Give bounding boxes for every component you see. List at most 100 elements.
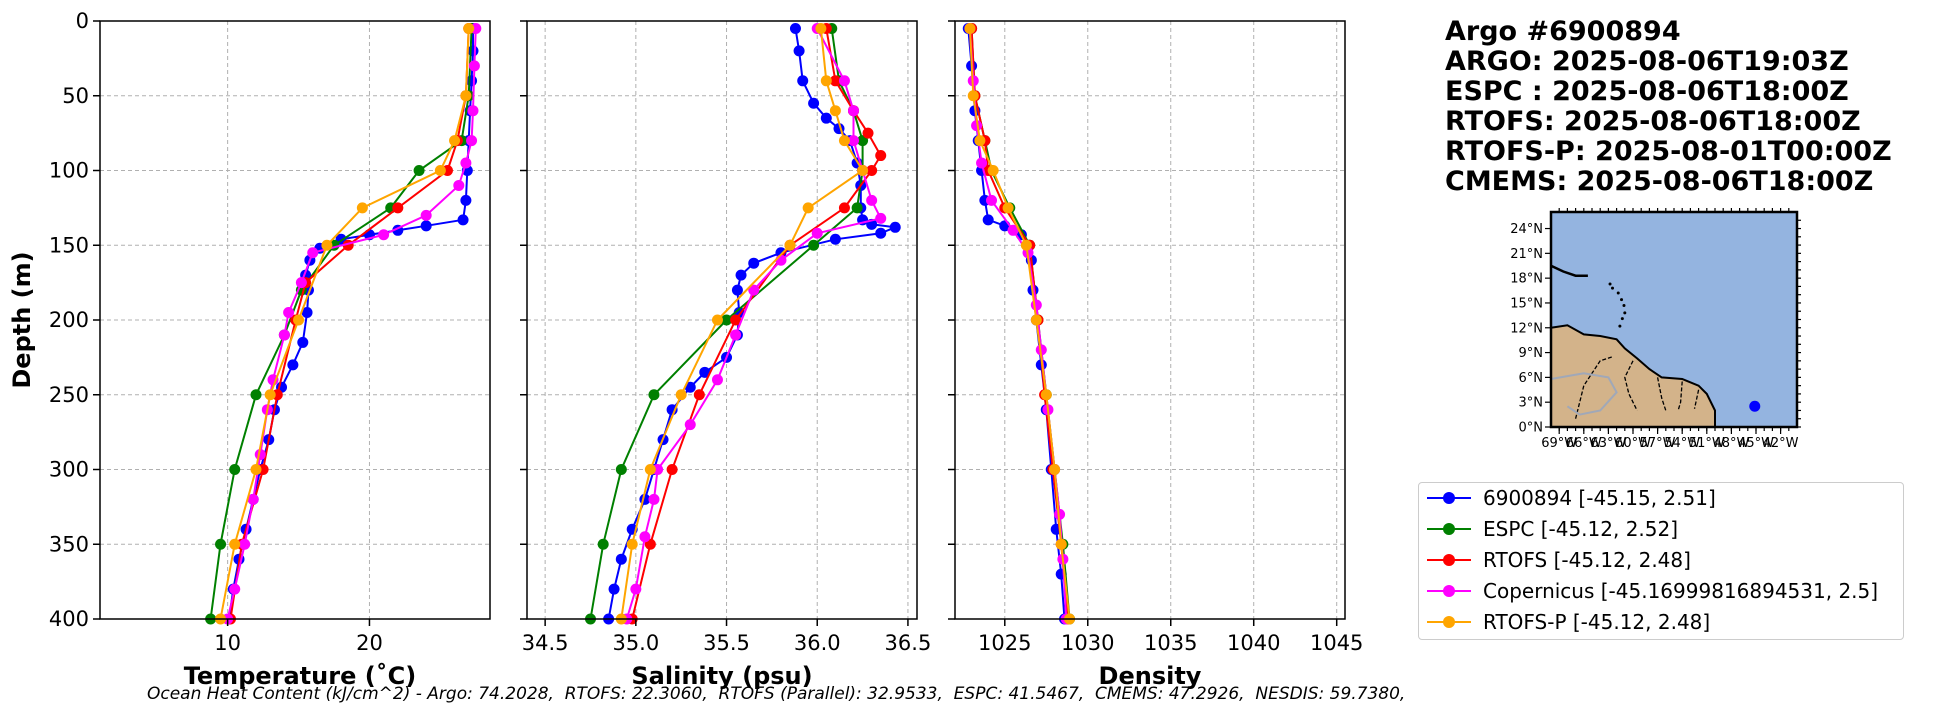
x-tick-label: 36.5 (885, 631, 932, 655)
series-line-rtofs (631, 28, 882, 620)
float-position-marker (1749, 400, 1761, 412)
data-point (278, 329, 290, 341)
series-line-6900894 (967, 28, 1066, 620)
data-point (775, 254, 787, 266)
data-point (1002, 202, 1014, 214)
data-point (675, 389, 687, 401)
map-lat-label: 24°N (1510, 222, 1543, 237)
map-lon-label: 48°W (1713, 436, 1749, 451)
legend-marker-icon (1427, 550, 1471, 570)
data-point (264, 389, 276, 401)
cmems-time: CMEMS: 2025-08-06T18:00Z (1445, 166, 1874, 197)
x-tick-label: 35.5 (703, 631, 750, 655)
data-point (1040, 389, 1052, 401)
data-point (307, 247, 319, 259)
data-point (731, 284, 743, 296)
map-lon-label: 60°W (1615, 436, 1651, 451)
map-border (1656, 377, 1667, 411)
map-island-dot (1620, 298, 1624, 302)
x-tick-label: 10 (214, 631, 241, 655)
map-island-dot (1618, 324, 1622, 328)
data-point (463, 22, 475, 34)
map-island-dot (1623, 311, 1627, 315)
data-point (875, 212, 887, 224)
data-point (1055, 538, 1067, 550)
data-point (838, 202, 850, 214)
data-point (982, 214, 994, 226)
legend-marker-icon (1427, 581, 1471, 601)
data-point (862, 127, 874, 139)
data-point (848, 135, 860, 147)
data-point (648, 493, 660, 505)
y-axis-title: Depth (m) (8, 251, 36, 388)
data-point (730, 329, 742, 341)
map-border (1624, 360, 1638, 411)
data-point (392, 202, 404, 214)
data-point (215, 538, 227, 550)
legend: 6900894 [-45.15, 2.51] ESPC [-45.12, 2.5… (1418, 482, 1904, 640)
data-point (460, 157, 472, 169)
data-point (829, 233, 841, 245)
series-line-6900894 (607, 28, 900, 620)
profile-panel: 34.5 35.0 35.5 36.0 36.5 Salinity (psu) (520, 20, 932, 690)
float-id-title: Argo #6900894 (1445, 16, 1681, 47)
data-point (711, 374, 723, 386)
map-lon-label: 42°W (1763, 436, 1799, 451)
legend-entry: 6900894 [-45.15, 2.51] (1427, 483, 1716, 513)
data-point (699, 366, 711, 378)
x-axis-title: Temperature (˚C) (184, 662, 417, 690)
data-point (413, 165, 425, 176)
map-border (1693, 389, 1700, 409)
rtofs-p-time: RTOFS-P: 2025-08-01T00:00Z (1445, 136, 1892, 167)
inset-map: 24°N 21°N 18°N 15°N 12°N 9°N 6°N 3°N 0°N69°W66°W… (1510, 208, 1801, 451)
data-point (378, 229, 390, 241)
data-point (808, 97, 820, 109)
x-axis-title: Salinity (psu) (631, 662, 812, 690)
y-tick-label: 150 (49, 233, 89, 257)
data-point (250, 389, 262, 401)
data-point (964, 22, 976, 34)
series-line-rtofs-p (219, 28, 470, 620)
x-tick-label: 1040 (1227, 631, 1280, 655)
x-tick-label: 35.0 (612, 631, 659, 655)
map-island-dot (1611, 286, 1614, 290)
data-point (875, 227, 887, 239)
data-point (466, 75, 478, 87)
data-point (1007, 224, 1019, 236)
legend-marker-icon (1427, 612, 1471, 632)
data-point (866, 165, 878, 176)
legend-entry: Copernicus [-45.16999816894531, 2.5] (1427, 576, 1878, 606)
data-point (866, 194, 878, 206)
map-border (1574, 356, 1613, 419)
map-river (1550, 372, 1618, 416)
espc-time: ESPC : 2025-08-06T18:00Z (1445, 76, 1849, 107)
data-point (626, 538, 638, 550)
data-point (820, 112, 832, 124)
data-point (829, 105, 841, 117)
data-point (684, 381, 696, 393)
map-land (1550, 324, 1716, 428)
data-point (293, 314, 305, 326)
data-point (784, 239, 796, 251)
legend-label: Copernicus [-45.16999816894531, 2.5] (1483, 579, 1879, 603)
series-line-6900894 (228, 28, 474, 620)
data-point (466, 135, 478, 147)
y-tick-label: 200 (49, 308, 89, 332)
data-point (811, 227, 823, 239)
y-tick-label: 300 (49, 458, 89, 482)
profile-panel: 1025 1030 1035 1040 1045 Density (948, 20, 1363, 690)
data-point (730, 314, 742, 326)
map-lon-label: 45°W (1738, 436, 1774, 451)
data-point (468, 60, 480, 72)
profile-panel: 10 20050100150200250300350400Temperature … (8, 9, 491, 690)
data-point (449, 135, 461, 147)
y-tick-label: 400 (49, 607, 89, 631)
x-tick-label: 20 (356, 631, 383, 655)
data-point (460, 90, 472, 102)
data-point (829, 75, 841, 87)
data-point (420, 209, 432, 221)
data-point (889, 221, 901, 233)
data-point (820, 75, 832, 87)
data-point (1020, 239, 1032, 251)
